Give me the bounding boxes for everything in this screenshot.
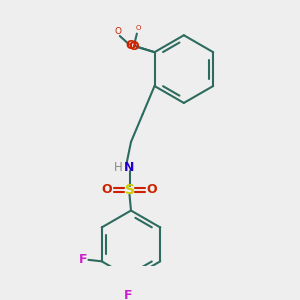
- Text: S: S: [124, 183, 134, 197]
- Text: O: O: [147, 183, 157, 196]
- Text: N: N: [124, 161, 135, 174]
- Text: F: F: [79, 253, 87, 266]
- Text: F: F: [124, 290, 132, 300]
- Text: O: O: [102, 183, 112, 196]
- Text: O: O: [126, 39, 136, 52]
- Text: O: O: [136, 25, 141, 31]
- Text: H: H: [114, 161, 123, 174]
- Text: O: O: [129, 40, 139, 53]
- Text: O: O: [115, 27, 122, 36]
